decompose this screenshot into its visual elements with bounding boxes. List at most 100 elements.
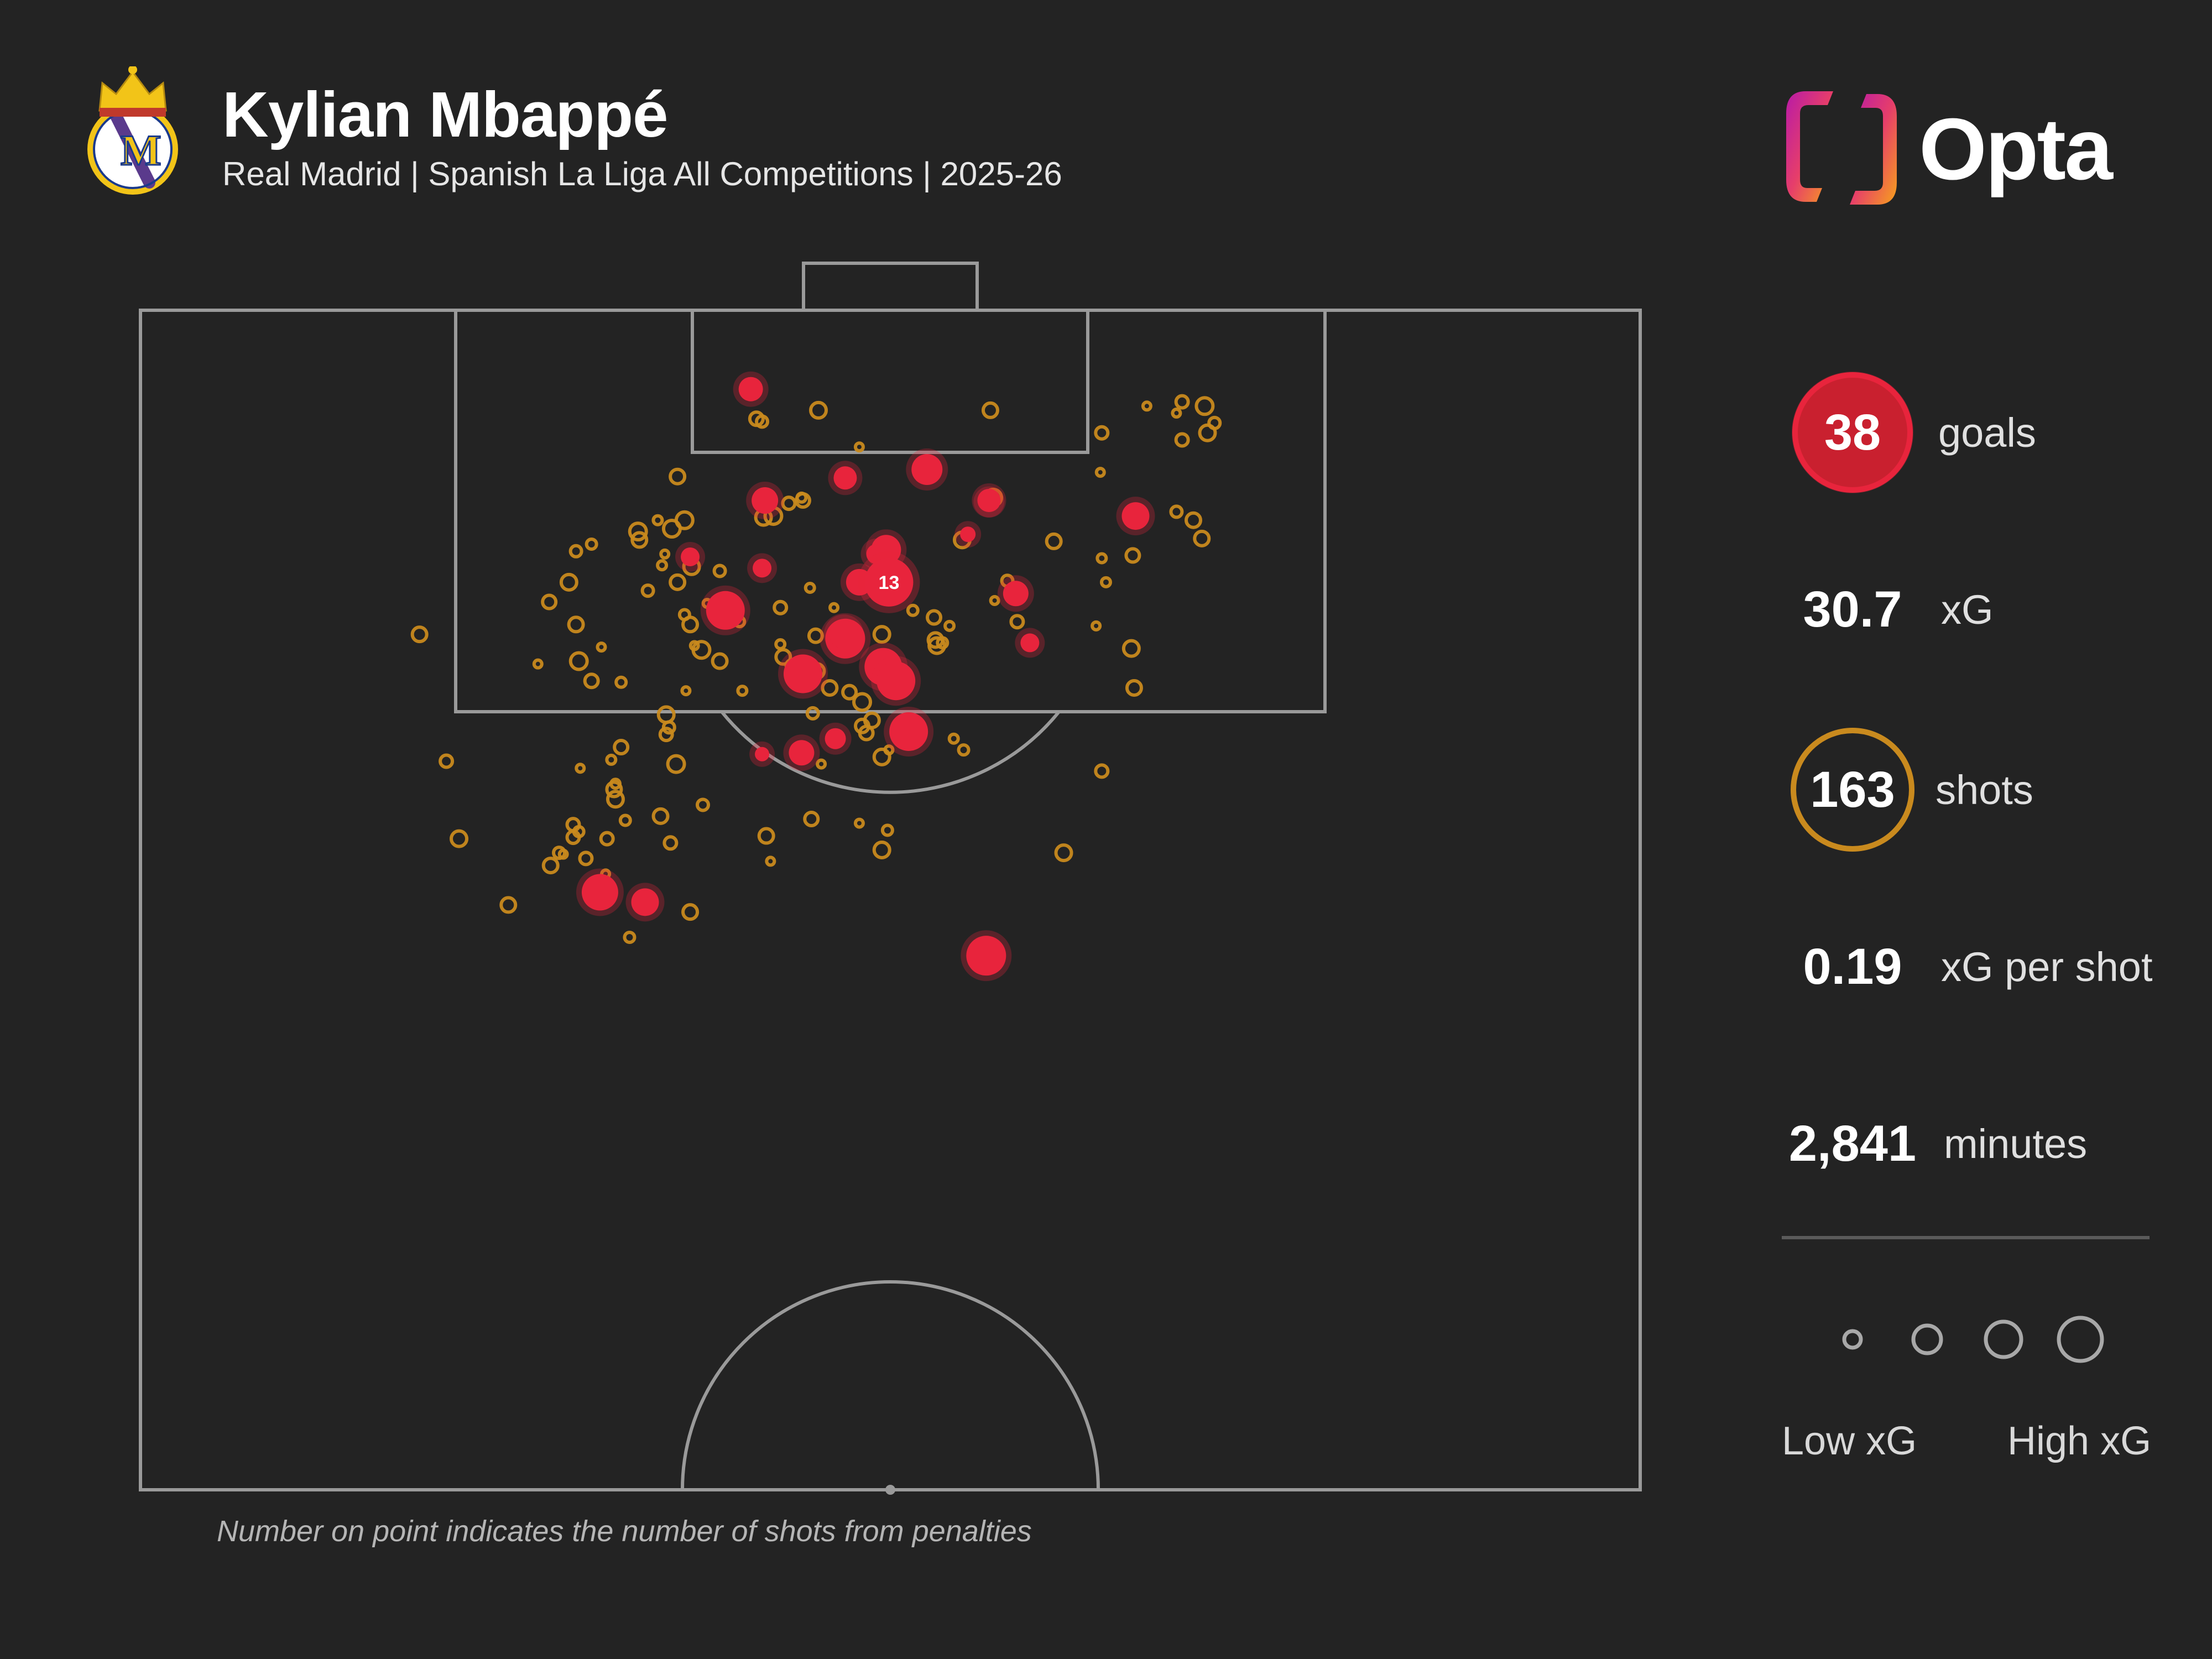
stat-label: shots bbox=[1936, 767, 2033, 813]
shot-point bbox=[1125, 679, 1143, 697]
shot-point bbox=[1198, 423, 1217, 442]
goal-point bbox=[753, 559, 772, 578]
shot-point bbox=[599, 831, 615, 847]
shot-point bbox=[809, 400, 828, 420]
shot-point bbox=[1121, 639, 1141, 658]
legend-low-label: Low xG bbox=[1782, 1419, 1917, 1463]
goal-point bbox=[706, 591, 745, 630]
shot-point bbox=[618, 813, 632, 827]
shot-point bbox=[989, 594, 1000, 606]
shot-point bbox=[803, 810, 820, 827]
shot-point bbox=[957, 743, 971, 757]
shot-point bbox=[1185, 511, 1203, 529]
legend-size-3 bbox=[1984, 1319, 2023, 1359]
shot-point bbox=[774, 648, 792, 666]
shot-point bbox=[658, 727, 674, 743]
goal-point bbox=[829, 620, 858, 649]
legend-size-1 bbox=[1842, 1329, 1863, 1350]
shot-point bbox=[872, 625, 891, 644]
stat-label: xG per shot bbox=[1941, 944, 2153, 990]
shot-point bbox=[872, 747, 891, 766]
goal-point bbox=[1121, 502, 1150, 530]
shot-point bbox=[852, 692, 873, 712]
shot-point bbox=[853, 441, 865, 453]
shot-point bbox=[927, 636, 947, 655]
centre-circle bbox=[681, 1280, 1100, 1490]
shot-point bbox=[1091, 620, 1102, 632]
shot-point bbox=[662, 835, 679, 851]
shot-point bbox=[765, 855, 776, 867]
shot-point bbox=[661, 519, 682, 539]
shot-point bbox=[532, 658, 544, 670]
stat-xg: 30.7 xG bbox=[1770, 542, 2179, 675]
goal-point bbox=[752, 487, 779, 514]
shot-point bbox=[659, 548, 671, 560]
shot-point bbox=[499, 896, 518, 914]
shot-point bbox=[688, 640, 700, 651]
goal-point bbox=[825, 728, 846, 749]
goal-point bbox=[681, 547, 700, 566]
opta-wordmark: Opta bbox=[1919, 101, 2113, 198]
stat-value: 2,841 bbox=[1788, 1115, 1917, 1172]
stat-label: xG bbox=[1941, 587, 1994, 633]
shot-point bbox=[906, 603, 920, 617]
shot-point bbox=[651, 807, 670, 825]
shot-point bbox=[712, 564, 727, 578]
team-competition-season: Real Madrid | Spanish La Liga All Compet… bbox=[222, 155, 1062, 192]
shot-point bbox=[1094, 763, 1110, 779]
goal-frame bbox=[802, 262, 979, 312]
shot-point bbox=[585, 538, 598, 551]
shot-point bbox=[757, 827, 775, 845]
shot-point bbox=[805, 706, 820, 721]
shot-point bbox=[853, 817, 865, 829]
goal-point bbox=[966, 936, 1006, 976]
goal-point bbox=[960, 526, 976, 542]
goal-point bbox=[783, 654, 822, 693]
shot-point bbox=[541, 857, 560, 875]
stats-panel: 38 goals 30.7 xG 163 shots 0.19 xG per s… bbox=[1770, 365, 2179, 1526]
shot-point bbox=[883, 744, 895, 756]
shot-point bbox=[630, 531, 649, 549]
goal-point bbox=[911, 453, 943, 485]
shot-point bbox=[439, 753, 455, 769]
stat-shots: 163 shots bbox=[1770, 719, 2179, 852]
player-name: Kylian Mbappé bbox=[222, 79, 669, 150]
opta-logo: Opta bbox=[1775, 80, 2129, 218]
shot-point bbox=[926, 609, 943, 626]
shot-point bbox=[614, 675, 628, 689]
shot-point bbox=[872, 841, 891, 860]
header: M Kylian Mbappé Real Madrid | Spanish La… bbox=[83, 61, 1300, 216]
shot-point bbox=[773, 599, 789, 615]
shot-point bbox=[656, 705, 676, 724]
shot-point bbox=[880, 823, 894, 837]
shot-point bbox=[628, 521, 648, 542]
shot-point bbox=[1193, 529, 1211, 547]
goal-point bbox=[871, 535, 901, 565]
goal-point bbox=[1020, 633, 1040, 653]
stat-value: 0.19 bbox=[1803, 938, 1902, 995]
shot-point bbox=[1141, 400, 1152, 412]
shot-point bbox=[651, 514, 664, 526]
shot-point bbox=[1194, 396, 1215, 416]
shot-point bbox=[807, 627, 824, 644]
shot-point bbox=[1054, 843, 1073, 863]
shot-point bbox=[1169, 504, 1184, 519]
divider bbox=[1782, 1236, 2150, 1239]
shot-point bbox=[1174, 432, 1190, 448]
xg-size-legend bbox=[1842, 1316, 2104, 1363]
shot-point bbox=[567, 615, 585, 634]
shot-point bbox=[794, 492, 811, 509]
goal-point bbox=[833, 466, 857, 490]
goal-point bbox=[738, 377, 763, 401]
goal-point bbox=[889, 712, 928, 751]
penalty-point bbox=[864, 557, 914, 607]
shot-point bbox=[605, 780, 623, 799]
shot-point bbox=[1171, 408, 1182, 419]
shot-point bbox=[947, 732, 960, 745]
stat-goals: 38 goals bbox=[1770, 365, 2179, 498]
shot-point bbox=[609, 778, 622, 790]
shot-map: 13 bbox=[139, 262, 1642, 1495]
shot-point bbox=[552, 846, 567, 860]
stat-value: 163 bbox=[1810, 761, 1895, 818]
stat-xg-per-shot: 0.19 xG per shot bbox=[1770, 896, 2179, 1029]
